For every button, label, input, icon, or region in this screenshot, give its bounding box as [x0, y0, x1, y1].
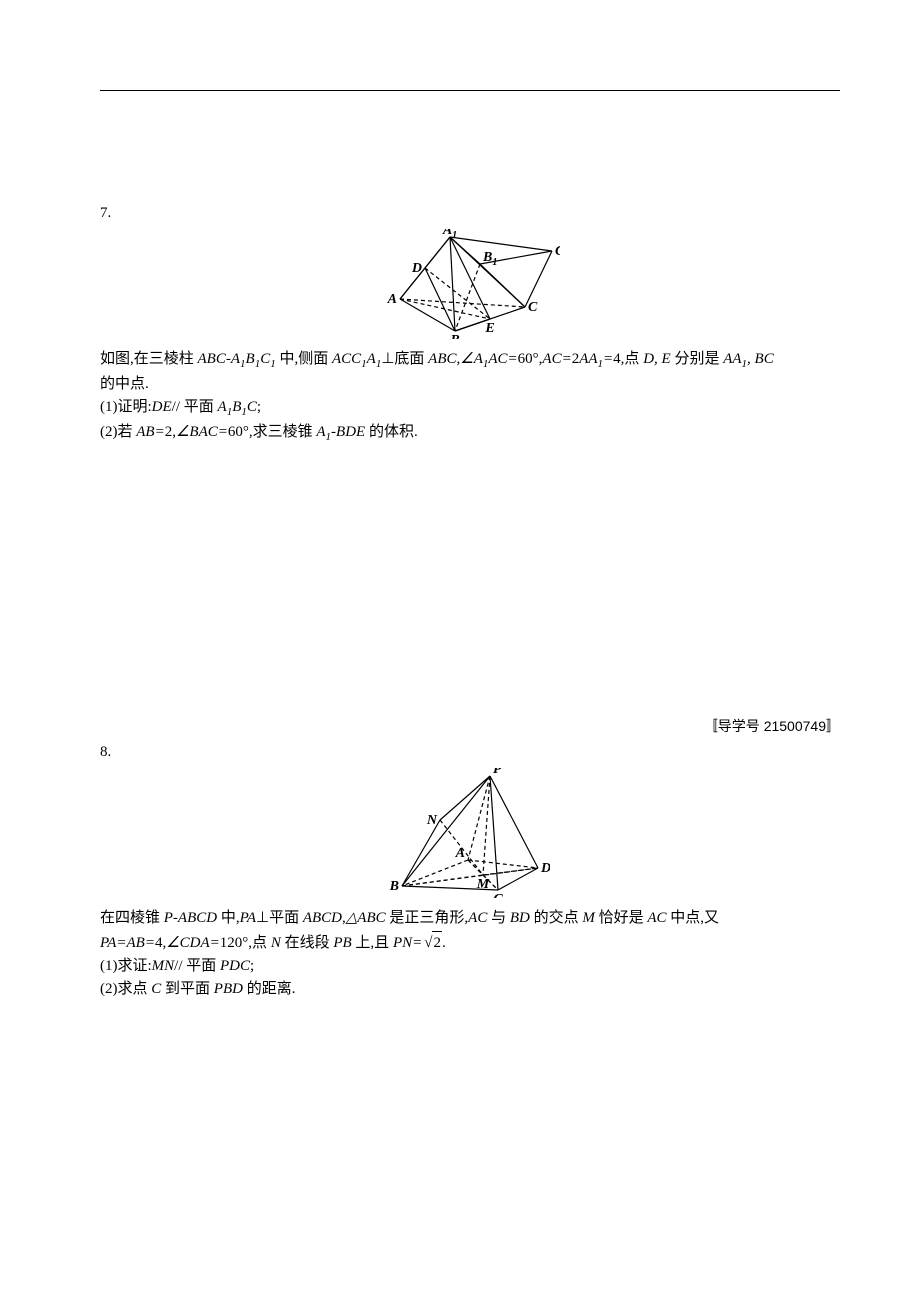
svg-text:C: C — [493, 892, 503, 898]
q7-p2-tail: 的体积. — [365, 424, 418, 440]
q7-base: ABC — [428, 351, 456, 367]
q8-ac: AC — [468, 910, 487, 926]
q7-face: ACC1A1 — [332, 351, 381, 367]
q8-p1-pdc: PDC — [220, 958, 250, 974]
q8-figure: P A B C D M N — [390, 768, 550, 898]
q8-paab: PA=AB= — [100, 935, 155, 951]
q8-t2: 中, — [217, 910, 240, 926]
q8-t8: 中点,又 — [667, 910, 720, 926]
q7-p2-m2: ,求三棱锥 — [249, 424, 317, 440]
svg-text:B: B — [390, 879, 399, 894]
q8-t10: ,点 — [248, 935, 271, 951]
q8-pb: PB — [333, 935, 351, 951]
q7-p1-b: A1B1C — [218, 399, 257, 415]
svg-text:P: P — [493, 768, 502, 777]
q7-t5: ,点 — [621, 351, 644, 367]
q8-t3: ⊥平面 — [256, 910, 303, 926]
q8-n: N — [271, 935, 281, 951]
svg-text:D: D — [411, 261, 422, 276]
svg-text:B: B — [449, 333, 459, 339]
svg-text:A: A — [455, 846, 465, 861]
q8-t1: 在四棱锥 — [100, 910, 164, 926]
q8-t6: 的交点 — [530, 910, 583, 926]
q7-p1-label: (1)证明: — [100, 399, 152, 415]
guide-ref: 〚导学号 21500749〛 — [100, 716, 840, 737]
svg-text:B1: B1 — [482, 250, 497, 268]
svg-text:C: C — [528, 300, 538, 315]
q7-text: 如图,在三棱柱 ABC-A1B1C1 中,侧面 ACC1A1⊥底面 ABC,∠A… — [100, 348, 840, 446]
q8-ang: ∠CDA= — [166, 935, 220, 951]
q8-p2-label: (2)求点 — [100, 981, 151, 997]
q7-eq: AC= — [542, 351, 571, 367]
q7-figure: A B C A1 B1 C1 D E — [380, 229, 560, 339]
q8-text: 在四棱锥 P-ABCD 中,PA⊥平面 ABCD,△ABC 是正三角形,AC 与… — [100, 907, 840, 1001]
q8-abcd: ABCD — [303, 910, 342, 926]
q8-ac2: AC — [647, 910, 666, 926]
q7-p2-label: (2)若 — [100, 424, 136, 440]
svg-text:A1: A1 — [442, 229, 457, 241]
q8-figure-wrap: P A B C D M N — [100, 768, 840, 906]
q8-p1-mn: MN — [152, 958, 175, 974]
q8-pa: PA — [240, 910, 256, 926]
q7-p2-g1: AB= — [136, 424, 164, 440]
q8-p2-c: C — [151, 981, 161, 997]
q8-p1-tail: ; — [250, 958, 254, 974]
q8-t5: 与 — [487, 910, 510, 926]
q8-t12: 上,且 — [352, 935, 393, 951]
q8-p1-label: (1)求证: — [100, 958, 152, 974]
q8-number: 8. — [100, 741, 840, 764]
q7-figure-wrap: A B C A1 B1 C1 D E — [100, 229, 840, 347]
q8-sqrt: √2 — [422, 931, 442, 955]
q7-p1-tail: ; — [257, 399, 261, 415]
q8-t11: 在线段 — [281, 935, 334, 951]
q7-aa1bc: AA1, BC — [723, 351, 774, 367]
q7-de: D, E — [643, 351, 671, 367]
q7-number: 7. — [100, 202, 840, 225]
q7-p1-mid: // 平面 — [172, 399, 218, 415]
q7-t2: 中,侧面 — [276, 351, 332, 367]
q7-t1: 如图,在三棱柱 — [100, 351, 198, 367]
q7-p1-a: DE — [152, 399, 172, 415]
q7-angle: ∠A1AC= — [460, 351, 517, 367]
q8-p2-mid: 到平面 — [161, 981, 214, 997]
q7-line2: 的中点. — [100, 376, 149, 392]
q7-prism: ABC-A1B1C1 — [198, 351, 276, 367]
page-content: 7. ABCA1B1C1DE 如图,在三棱柱 ABC-A1B1C1 中,侧面 A… — [100, 90, 840, 1001]
q8-bd: BD — [510, 910, 530, 926]
q8-p2-pbd: PBD — [214, 981, 243, 997]
svg-text:A: A — [387, 292, 397, 307]
q8-obj: P-ABCD — [164, 910, 217, 926]
svg-text:E: E — [484, 321, 494, 336]
q7-t6: 分别是 — [671, 351, 724, 367]
svg-text:M: M — [476, 877, 490, 892]
svg-text:D: D — [540, 861, 550, 876]
q8-tri: △ABC — [346, 910, 386, 926]
q8-p2-tail: 的距离. — [243, 981, 296, 997]
svg-text:C1: C1 — [555, 244, 560, 262]
q8-pn: PN= — [393, 935, 422, 951]
q8-p1-mid: // 平面 — [174, 958, 220, 974]
q8-t4: 是正三角形, — [386, 910, 469, 926]
q8-t13: . — [442, 935, 446, 951]
svg-text:N: N — [426, 813, 438, 828]
q7-p2-g2: ∠BAC= — [176, 424, 228, 440]
q8-m: M — [582, 910, 595, 926]
q7-p2-obj: A1-BDE — [316, 424, 365, 440]
q8-t7: 恰好是 — [595, 910, 648, 926]
q7-t3: ⊥底面 — [381, 351, 428, 367]
